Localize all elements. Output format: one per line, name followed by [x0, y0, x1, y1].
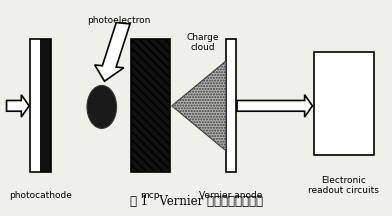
Text: photocathode: photocathode — [9, 191, 72, 200]
Bar — [30, 39, 51, 172]
Bar — [30, 39, 40, 172]
Ellipse shape — [87, 86, 116, 128]
Polygon shape — [172, 61, 226, 151]
Text: photoelectron: photoelectron — [87, 16, 151, 25]
Bar — [40, 39, 51, 172]
Text: Charge
cloud: Charge cloud — [187, 33, 219, 52]
Text: Electronic
readout circuits: Electronic readout circuits — [309, 176, 379, 195]
Text: mcp: mcp — [141, 191, 160, 200]
Bar — [314, 52, 374, 155]
Bar — [131, 39, 170, 172]
Polygon shape — [7, 95, 29, 117]
Text: 图 1   Vernier 探测器组成结构图: 图 1 Vernier 探测器组成结构图 — [131, 195, 263, 208]
Polygon shape — [95, 22, 130, 81]
Polygon shape — [237, 95, 312, 117]
Text: Vernier anode: Vernier anode — [200, 191, 263, 200]
Bar — [226, 39, 236, 172]
